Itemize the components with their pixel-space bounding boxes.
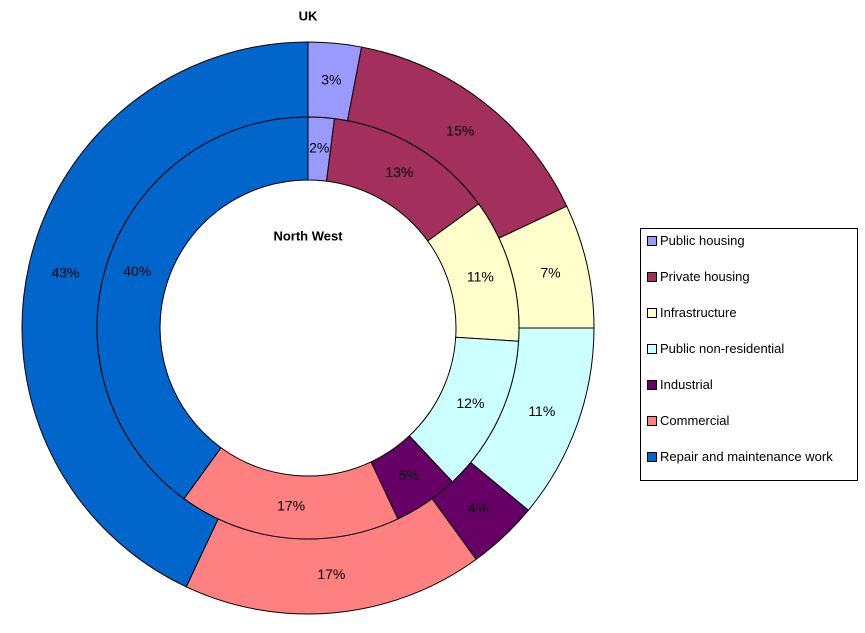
data-label: 15%: [446, 122, 474, 138]
legend-swatch: [647, 452, 657, 462]
data-label: 3%: [321, 71, 341, 87]
legend-item: Private housing: [647, 269, 857, 305]
legend-label: Industrial: [660, 377, 713, 392]
legend-item: Repair and maintenance work: [647, 449, 857, 485]
data-label: 5%: [399, 467, 419, 483]
legend-swatch: [647, 236, 657, 246]
legend-label: Infrastructure: [660, 305, 737, 320]
legend-item: Public housing: [647, 233, 857, 269]
outer-ring-label: UK: [299, 8, 318, 23]
legend-item: Public non-residential: [647, 341, 857, 377]
legend: Public housing Private housing Infrastruct…: [640, 228, 858, 481]
data-label: 4%: [468, 500, 488, 516]
data-label: 17%: [277, 497, 305, 513]
legend-label: Private housing: [660, 269, 750, 284]
data-label: 13%: [385, 164, 413, 180]
legend-swatch: [647, 380, 657, 390]
legend-label: Public non-residential: [660, 341, 785, 356]
data-label: 17%: [317, 566, 345, 582]
data-label: 40%: [123, 263, 151, 279]
legend-swatch: [647, 272, 657, 282]
legend-item: Infrastructure: [647, 305, 857, 341]
legend-swatch: [647, 344, 657, 354]
data-label: 2%: [309, 140, 329, 156]
legend-item: Industrial: [647, 377, 857, 413]
data-label: 11%: [528, 403, 555, 419]
data-label: 7%: [540, 264, 560, 280]
data-label: 12%: [456, 395, 484, 411]
legend-label: Public housing: [660, 233, 745, 248]
legend-label: Repair and maintenance work: [660, 449, 833, 464]
data-label: 43%: [51, 264, 79, 280]
inner-ring-label: North West: [273, 228, 343, 243]
legend-swatch: [647, 308, 657, 318]
slice: [96, 116, 309, 500]
legend-item: Commercial: [647, 413, 857, 449]
data-label: 11%: [467, 269, 494, 285]
legend-swatch: [647, 416, 657, 426]
legend-label: Commercial: [660, 413, 730, 428]
